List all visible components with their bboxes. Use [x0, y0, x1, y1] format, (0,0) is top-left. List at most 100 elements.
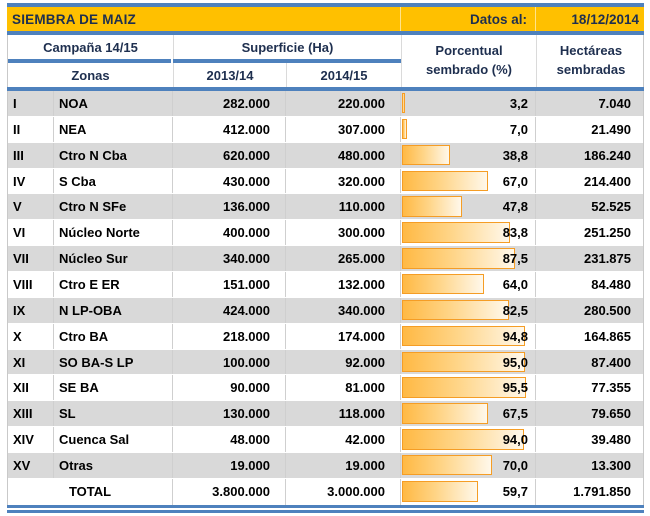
zone-name: Otras [54, 453, 173, 478]
zone-number: XV [8, 453, 54, 478]
superficie-2013-14: 151.000 [173, 272, 286, 297]
percent-value: 82,5 [502, 302, 528, 318]
zone-name: SL [54, 401, 173, 427]
siembra-table: SIEMBRA DE MAIZ Datos al: 18/12/2014 Cam… [7, 3, 644, 513]
superficie-2014-15: 265.000 [286, 246, 401, 272]
bottom-double-accent-line [7, 504, 644, 513]
porcentual-cell: 83,8 [401, 220, 536, 246]
porcentual-cell: 67,5 [401, 401, 536, 427]
zone-name: SO BA-S LP [54, 349, 173, 375]
header-zonas: Zonas [71, 67, 110, 83]
hectareas-value: 84.480 [591, 276, 631, 292]
hectareas-value: 280.500 [584, 302, 631, 318]
zone-name: Ctro E ER [54, 272, 173, 297]
superficie-2013-14: 400.000 [173, 220, 286, 246]
superficie-2014-15: 132.000 [286, 272, 401, 297]
datos-al-label: Datos al: [400, 7, 535, 31]
superficie-2013-14: 218.000 [173, 323, 286, 349]
zone-name: Ctro N SFe [54, 194, 173, 220]
superficie-2013-14: 136.000 [173, 194, 286, 220]
hectareas-value: 79.650 [591, 406, 631, 422]
superficie-2014-15: 118.000 [286, 401, 401, 427]
table-footer: TOTAL 3.800.000 3.000.000 59,7 1.791.850 [7, 478, 644, 505]
percent-bar [402, 196, 463, 217]
superficie-2013-14: 100.000 [173, 349, 286, 375]
superficie-2013-14: 282.000 [173, 91, 286, 116]
header-hectareas-line1: Hectáreas [559, 43, 623, 59]
superficie-2013-14: 424.000 [173, 297, 286, 323]
superficie-2014-15: 340.000 [286, 297, 401, 323]
header-accent-segment-left [8, 59, 171, 63]
zone-name: NEA [54, 116, 173, 142]
zone-number: XIII [8, 401, 54, 427]
percent-bar [402, 377, 526, 398]
superficie-2014-15: 480.000 [286, 142, 401, 168]
table-row: VI Núcleo Norte 400.000 300.000 83,8 251… [8, 220, 643, 247]
percent-value: 38,8 [502, 147, 528, 163]
header-accent-segment-right [173, 59, 401, 63]
porcentual-cell: 64,0 [401, 272, 536, 297]
table-row: IX N LP-OBA 424.000 340.000 82,5 280.500 [8, 297, 643, 324]
percent-value: 94,0 [502, 432, 528, 448]
zone-number: V [8, 194, 54, 220]
zone-name: N LP-OBA [54, 297, 173, 323]
hectareas-value: 52.525 [591, 199, 631, 215]
zone-number: IV [8, 168, 54, 194]
table-row: VIII Ctro E ER 151.000 132.000 64,0 84.4… [8, 272, 643, 298]
table-body: I NOA 282.000 220.000 3,2 7.040 II NEA 4… [7, 91, 644, 479]
header-bottom-accent-line [7, 87, 644, 91]
percent-value: 67,0 [502, 173, 528, 189]
superficie-2013-14: 19.000 [173, 453, 286, 478]
header-superficie: Superficie (Ha) [173, 35, 401, 59]
hectareas-value: 13.300 [591, 457, 631, 473]
hectareas-value: 214.400 [584, 173, 631, 189]
superficie-2014-15: 19.000 [286, 453, 401, 478]
percent-value: 7,0 [509, 121, 528, 137]
table-row: XI SO BA-S LP 100.000 92.000 95,0 87.400 [8, 349, 643, 376]
superficie-2014-15: 174.000 [286, 323, 401, 349]
zone-number: XI [8, 349, 54, 375]
superficie-2013-14: 412.000 [173, 116, 286, 142]
table-header: Campaña 14/15 Superficie (Ha) Zonas 2013… [7, 35, 644, 87]
hectareas-value: 39.480 [591, 432, 631, 448]
percent-bar [402, 93, 405, 114]
total-hectareas-value: 1.791.850 [573, 484, 631, 500]
percent-value: 3,2 [509, 95, 528, 111]
percent-value: 94,8 [502, 328, 528, 344]
zone-name: S Cba [54, 168, 173, 194]
zone-number: XIV [8, 427, 54, 453]
zone-name: Cuenca Sal [54, 427, 173, 453]
total-row: TOTAL 3.800.000 3.000.000 59,7 1.791.850 [8, 478, 643, 505]
superficie-2014-15: 307.000 [286, 116, 401, 142]
percent-bar [402, 455, 492, 476]
table-row: V Ctro N SFe 136.000 110.000 47,8 52.525 [8, 194, 643, 221]
percent-bar [402, 325, 526, 347]
percent-value: 83,8 [502, 225, 528, 241]
hectareas-value: 186.240 [584, 147, 631, 163]
table-row: I NOA 282.000 220.000 3,2 7.040 [8, 91, 643, 117]
total-porcentual-cell: 59,7 [401, 478, 536, 505]
percent-bar [402, 248, 516, 269]
percent-bar [402, 299, 509, 321]
header-campana: Campaña 14/15 [43, 39, 138, 55]
zone-number: IX [8, 297, 54, 323]
table-row: X Ctro BA 218.000 174.000 94,8 164.865 [8, 323, 643, 350]
total-superficie-2013-14: 3.800.000 [173, 478, 286, 505]
percent-bar [402, 351, 526, 372]
percent-value: 47,8 [502, 199, 528, 215]
total-superficie-2014-15: 3.000.000 [286, 478, 401, 505]
percent-bar [402, 274, 484, 295]
zone-number: VII [8, 246, 54, 272]
report-date: 18/12/2014 [535, 7, 644, 31]
hectareas-value: 87.400 [591, 354, 631, 370]
percent-bar [402, 429, 524, 450]
top-accent-line [7, 3, 644, 7]
header-2014-15: 2014/15 [286, 63, 401, 87]
percent-value: 95,5 [502, 380, 528, 396]
zone-number: VI [8, 220, 54, 246]
page-title: SIEMBRA DE MAIZ [12, 11, 136, 27]
superficie-2013-14: 430.000 [173, 168, 286, 194]
superficie-2014-15: 320.000 [286, 168, 401, 194]
header-porcentual-line1: Porcentual [435, 43, 503, 59]
hectareas-value: 77.355 [591, 380, 631, 396]
